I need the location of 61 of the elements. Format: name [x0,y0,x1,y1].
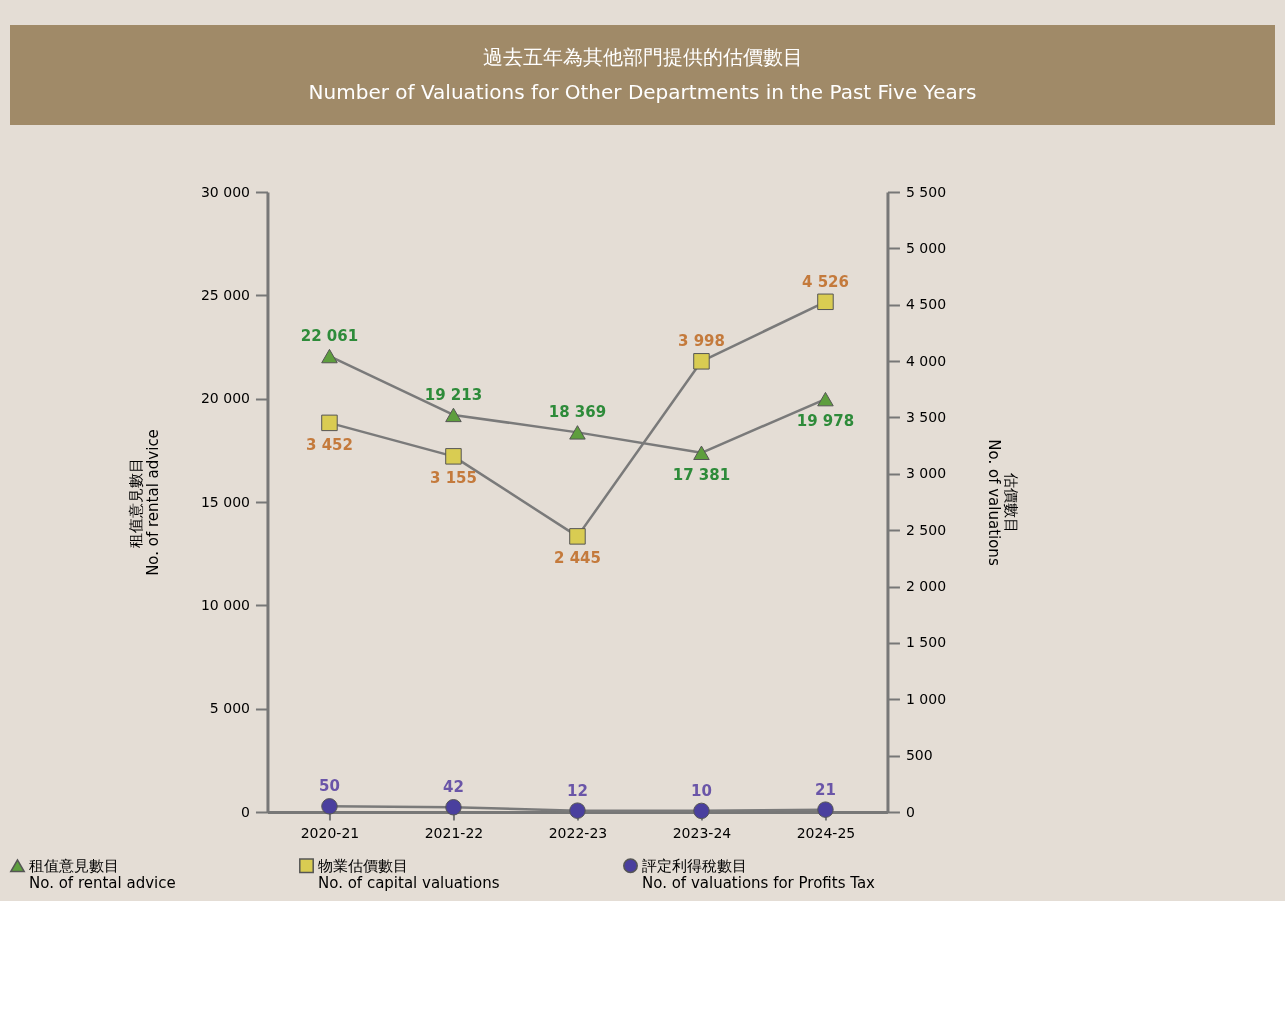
y2-tick-label: 5 000 [905,239,947,256]
y2-tick-label: 5 500 [905,183,947,200]
point [817,801,834,818]
y-tick-label: 0 [241,803,250,820]
data-label: 10 [691,781,712,800]
y2-tick-label: 500 [905,747,933,764]
y2-tick-label: 4 500 [905,296,947,313]
y2-tick-label: 3 500 [905,408,947,425]
data-label: 3 155 [429,469,477,488]
legend-label: 物業估價數目 No. of capital valuations [318,856,500,892]
point [569,802,586,819]
data-label: 42 [443,778,464,797]
data-label: 3 452 [305,435,353,454]
x-tick-label: 2022-23 [548,824,608,841]
y2-tick-label: 4 000 [905,352,947,369]
data-label: 2 445 [553,549,601,568]
y2-tick-label: 2 500 [905,521,947,538]
data-label: 18 369 [548,403,607,422]
chart-title: 過去五年為其他部門提供的估價數目 [482,44,803,69]
data-label: 4 526 [801,272,849,291]
point [693,353,710,370]
point [817,293,834,311]
x-tick-label: 2021-22 [424,824,484,841]
point [321,414,338,432]
y2-tick-label: 3 000 [905,465,947,482]
legend-label: 評定利得稅數目 No. of valuations for Profits Tax [642,856,876,892]
chart-subtitle: Number of Valuations for Other Departments in the Past Five Years [308,79,977,104]
data-label: 22 061 [300,327,359,346]
y-tick-label: 15 000 [200,493,250,510]
y2-tick-label: 1 500 [905,634,947,651]
point [693,445,710,460]
data-label: 19 213 [424,385,483,404]
point [569,425,586,440]
y2-tick-label: 0 [905,803,915,820]
point [321,798,338,815]
x-tick-label: 2024-25 [796,824,856,841]
y-tick-label: 30 000 [200,183,250,200]
legend-label: 租值意見數目 No. of rental advice [29,856,176,892]
point [445,448,462,465]
point [569,528,586,545]
y-tick-label: 10 000 [200,596,250,613]
point [817,391,834,407]
data-label: 50 [319,777,340,796]
data-label: 21 [815,780,836,799]
y2-tick-label: 2 000 [905,578,947,595]
y-tick-label: 5 000 [209,700,250,717]
data-label: 12 [567,781,588,800]
point [445,799,462,816]
y2-axis-title: 估價數目 No. of valuations [985,439,1021,566]
data-label: 3 998 [677,332,725,351]
point [321,348,338,364]
point [445,407,462,423]
point [693,802,710,820]
data-label: 17 381 [672,465,731,484]
data-label: 19 978 [796,412,855,431]
x-tick-label: 2020-21 [300,824,360,841]
x-tick-label: 2023-24 [672,824,732,841]
y2-tick-label: 1 000 [905,690,947,707]
y-axis-title: 租值意見數目 No. of rental advice [126,429,162,576]
y-tick-label: 25 000 [200,286,250,303]
y-tick-label: 20 000 [200,390,250,407]
